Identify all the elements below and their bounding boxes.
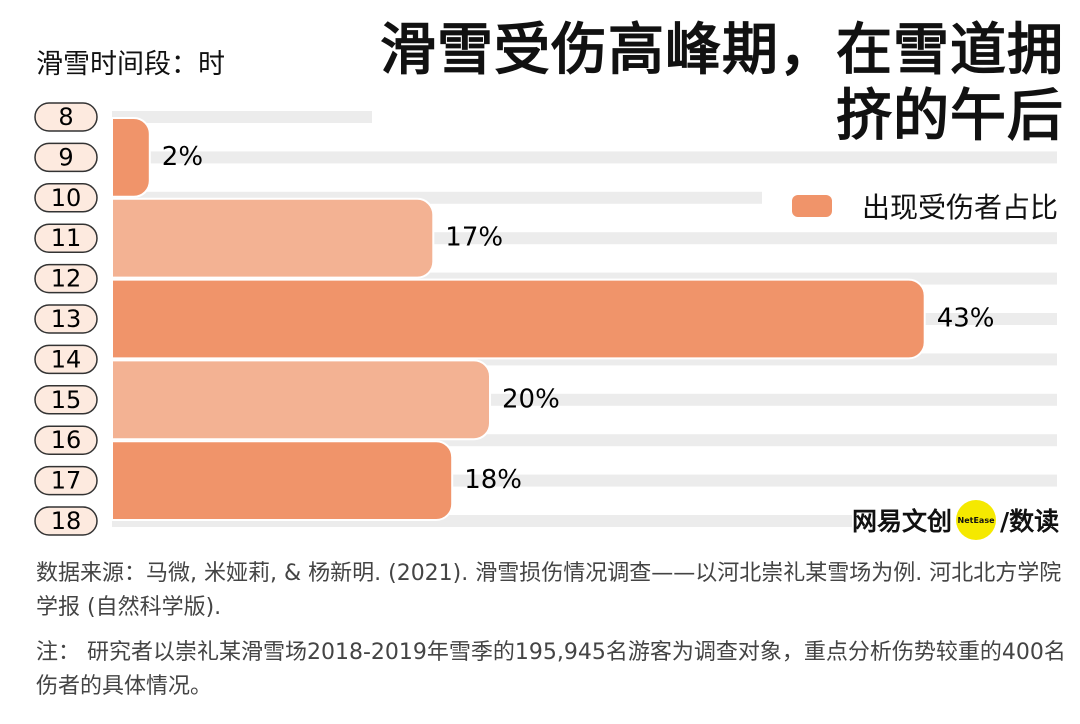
y-tick-label: 13: [51, 305, 82, 333]
y-tick-label: 9: [58, 143, 73, 171]
bar: [111, 440, 454, 521]
legend: 出现受伤者占比: [761, 186, 1058, 226]
value-label: 43%: [937, 304, 995, 334]
plot-area: 2% 17% 43% 20% 18% 8 9 10 11 12 13 14 15 16 17 18: [34, 102, 1057, 536]
y-tick-label: 18: [51, 507, 82, 535]
footnote: 注： 研究者以崇礼某滑雪场2018-2019年雪季的195,945名游客为调查对…: [36, 640, 1066, 699]
chart-title: 滑雪受伤高峰期，在雪道拥挤的午后: [372, 18, 1064, 150]
tick-pill: [34, 223, 98, 253]
tick-pill: [34, 263, 98, 294]
grid-stripe: [112, 151, 1057, 164]
value-label: 2%: [162, 142, 203, 172]
y-axis-label: 滑雪时间段：时: [36, 49, 225, 80]
y-tick-label: 11: [51, 224, 82, 252]
y-tick-label: 17: [51, 467, 82, 495]
tick-pill: [34, 102, 98, 132]
bar: [111, 117, 151, 198]
tick-pill: [34, 142, 98, 173]
brand-name: 网易文创: [852, 507, 953, 536]
legend-swatch: [791, 195, 832, 217]
tick-pill: [34, 183, 98, 213]
y-tick-label: 12: [51, 265, 82, 293]
y-tick-label: 14: [51, 345, 82, 373]
tick-pill: [34, 304, 98, 334]
brand-badge: NetEase: [956, 500, 997, 540]
value-label: 17%: [445, 223, 503, 253]
bar: [111, 197, 435, 279]
legend-label: 出现受伤者占比: [861, 191, 1058, 224]
tick-pill: [34, 425, 98, 455]
y-tick-label: 16: [51, 426, 82, 454]
y-tick-label: 15: [51, 386, 82, 414]
tick-pill: [34, 385, 98, 415]
brand-section: /数读: [1000, 507, 1060, 536]
bar: [111, 359, 491, 441]
bar: [111, 278, 926, 360]
value-label: 20%: [502, 384, 560, 414]
value-label: 18%: [464, 465, 522, 495]
tick-pill: [34, 465, 98, 496]
brand-logo: 网易文创 NetEase /数读: [852, 500, 1060, 540]
source-note: 数据来源：马微, 米娅莉, & 杨新明. (2021). 滑雪损伤情况调查——以…: [36, 561, 1062, 620]
y-tick-label: 10: [51, 184, 82, 212]
y-tick-label: 8: [58, 103, 73, 131]
tick-pill: [34, 344, 98, 375]
tick-pill: [34, 506, 98, 536]
